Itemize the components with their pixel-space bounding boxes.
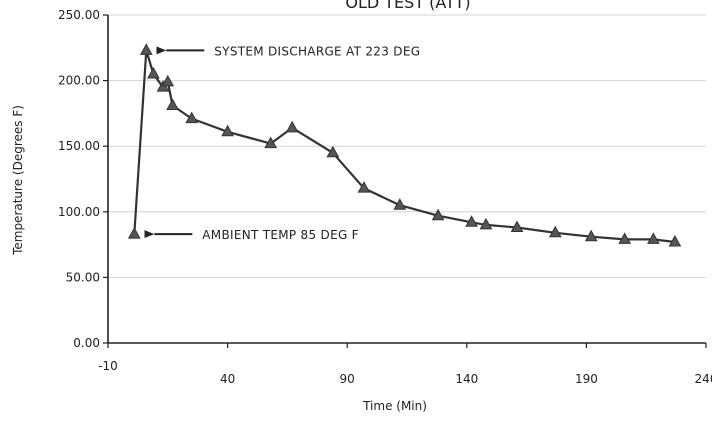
x-tick-label: 190 — [575, 372, 598, 386]
data-point — [393, 198, 407, 210]
y-tick-label: 0.00 — [73, 336, 100, 350]
data-point — [668, 234, 682, 247]
data-point — [285, 120, 299, 133]
data-point — [147, 67, 160, 79]
data-point — [431, 208, 445, 221]
data-point — [326, 145, 340, 158]
y-tick-label: 50.00 — [66, 270, 100, 284]
data-point — [584, 229, 598, 242]
data-point — [139, 43, 153, 55]
series — [127, 43, 682, 247]
y-tick-label: 200.00 — [58, 74, 100, 88]
data-point — [127, 227, 141, 239]
data-point — [647, 232, 660, 244]
x-tick-label: 240 — [695, 372, 712, 386]
x-axis-title: Time (Min) — [362, 399, 427, 413]
data-point — [185, 111, 199, 124]
data-point — [161, 74, 175, 87]
y-tick-label: 100.00 — [58, 205, 100, 219]
data-point — [618, 232, 632, 244]
data-point — [510, 220, 524, 233]
data-point — [264, 136, 278, 149]
chart-title: OLD TEST (ATT) — [345, 0, 470, 12]
data-point — [357, 181, 371, 193]
ticks: 0.00 50.00 100.00 150.00 200.00 250.00 -10 40 90… — [58, 8, 712, 386]
x-tick-label: 140 — [455, 372, 478, 386]
data-point — [221, 124, 234, 137]
data-point — [548, 225, 562, 238]
x-tick-label: -10 — [98, 359, 118, 373]
x-tick-label: 90 — [340, 372, 355, 386]
axes — [107, 15, 706, 344]
data-point — [465, 215, 478, 227]
y-axis-title: Temperature (Degrees F) — [11, 105, 25, 256]
annotations: SYSTEM DISCHARGE AT 223 DEG AMBIENT TEMP … — [144, 44, 420, 242]
annotation-label: SYSTEM DISCHARGE AT 223 DEG — [214, 44, 420, 58]
y-tick-label: 150.00 — [58, 139, 100, 153]
data-point — [479, 217, 493, 230]
data-point — [166, 98, 179, 111]
annotation-label: AMBIENT TEMP 85 DEG F — [202, 228, 359, 242]
y-tick-label: 250.00 — [58, 8, 100, 22]
x-tick-label: 40 — [220, 372, 235, 386]
grid — [108, 14, 706, 278]
